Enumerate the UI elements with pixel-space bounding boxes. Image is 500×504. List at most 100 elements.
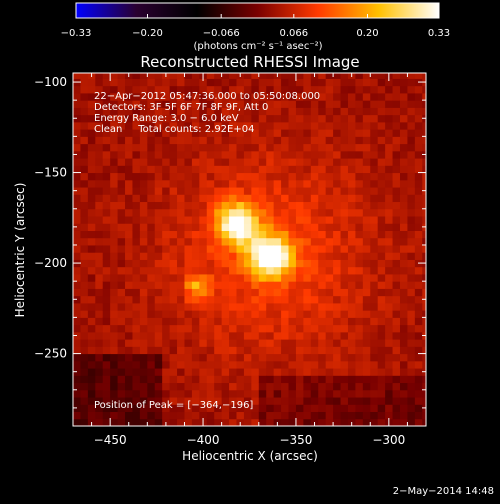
image-pixel <box>154 375 163 384</box>
image-pixel <box>422 360 426 369</box>
image-pixel <box>80 208 89 217</box>
image-pixel <box>281 259 290 268</box>
image-pixel <box>132 208 141 217</box>
image-pixel <box>139 187 148 195</box>
image-pixel <box>229 281 237 289</box>
image-pixel <box>295 208 304 217</box>
image-pixel <box>117 288 126 297</box>
image-pixel <box>110 302 119 311</box>
image-pixel <box>266 165 275 174</box>
image-pixel <box>110 252 119 260</box>
image-pixel <box>221 324 230 333</box>
image-pixel <box>229 295 237 304</box>
image-pixel <box>154 136 163 145</box>
image-pixel <box>370 92 379 101</box>
image-pixel <box>169 411 178 420</box>
image-pixel <box>399 143 408 152</box>
image-pixel <box>288 92 297 101</box>
image-pixel <box>95 252 104 260</box>
image-pixel <box>169 375 178 384</box>
image-pixel <box>325 230 334 239</box>
image-pixel <box>125 353 133 362</box>
image-pixel <box>318 85 327 94</box>
image-pixel <box>407 92 416 101</box>
image-pixel <box>139 346 148 355</box>
image-pixel <box>162 150 171 159</box>
image-pixel <box>132 216 141 224</box>
image-pixel <box>414 288 423 297</box>
image-pixel <box>162 295 171 304</box>
image-pixel <box>132 223 141 231</box>
image-pixel <box>273 324 282 333</box>
image-pixel <box>206 100 215 108</box>
image-pixel <box>139 85 148 94</box>
image-pixel <box>117 194 126 203</box>
image-pixel <box>132 404 141 413</box>
image-pixel <box>422 230 426 239</box>
image-pixel <box>355 397 364 405</box>
image-pixel <box>102 331 111 340</box>
image-pixel <box>110 382 119 391</box>
image-pixel <box>206 187 215 195</box>
image-pixel <box>347 92 356 101</box>
image-pixel <box>414 201 423 210</box>
image-pixel <box>266 73 275 79</box>
image-pixel <box>288 259 297 268</box>
image-pixel <box>154 353 163 362</box>
image-pixel <box>147 382 156 391</box>
image-pixel <box>191 346 200 355</box>
image-pixel <box>229 92 237 101</box>
image-pixel <box>147 331 156 340</box>
image-pixel <box>206 252 215 260</box>
image-pixel <box>258 100 267 108</box>
colorbar <box>75 2 440 19</box>
image-pixel <box>117 266 126 275</box>
image-pixel <box>199 273 208 282</box>
image-pixel <box>147 389 156 398</box>
image-pixel <box>169 194 178 203</box>
image-pixel <box>399 121 408 130</box>
image-pixel <box>370 346 379 355</box>
image-pixel <box>206 375 215 384</box>
image-pixel <box>80 389 89 398</box>
image-pixel <box>347 194 356 203</box>
image-pixel <box>340 324 349 333</box>
image-pixel <box>214 389 223 398</box>
image-pixel <box>251 302 260 311</box>
image-pixel <box>318 418 327 426</box>
image-pixel <box>191 397 200 405</box>
image-pixel <box>199 201 208 210</box>
image-pixel <box>288 302 297 311</box>
image-pixel <box>125 411 133 420</box>
image-pixel <box>80 223 89 231</box>
image-pixel <box>392 201 401 210</box>
image-pixel <box>132 136 141 145</box>
image-pixel <box>177 187 185 195</box>
image-pixel <box>273 295 282 304</box>
image-pixel <box>288 244 297 253</box>
image-pixel <box>414 150 423 159</box>
image-pixel <box>102 230 111 239</box>
image-pixel <box>125 237 133 246</box>
image-pixel <box>73 397 81 405</box>
image-pixel <box>110 288 119 297</box>
image-pixel <box>266 187 275 195</box>
image-pixel <box>125 230 133 239</box>
image-pixel <box>102 397 111 405</box>
image-pixel <box>392 353 401 362</box>
image-pixel <box>125 404 133 413</box>
image-pixel <box>221 114 230 123</box>
image-pixel <box>251 389 260 398</box>
image-pixel <box>206 172 215 181</box>
image-pixel <box>370 295 379 304</box>
image-pixel <box>399 172 408 181</box>
image-pixel <box>407 288 416 297</box>
image-pixel <box>333 368 342 376</box>
image-pixel <box>407 165 416 174</box>
image-pixel <box>169 360 178 369</box>
image-pixel <box>362 375 371 384</box>
image-pixel <box>355 100 364 108</box>
image-pixel <box>399 73 408 79</box>
image-pixel <box>258 201 267 210</box>
image-pixel <box>177 360 185 369</box>
